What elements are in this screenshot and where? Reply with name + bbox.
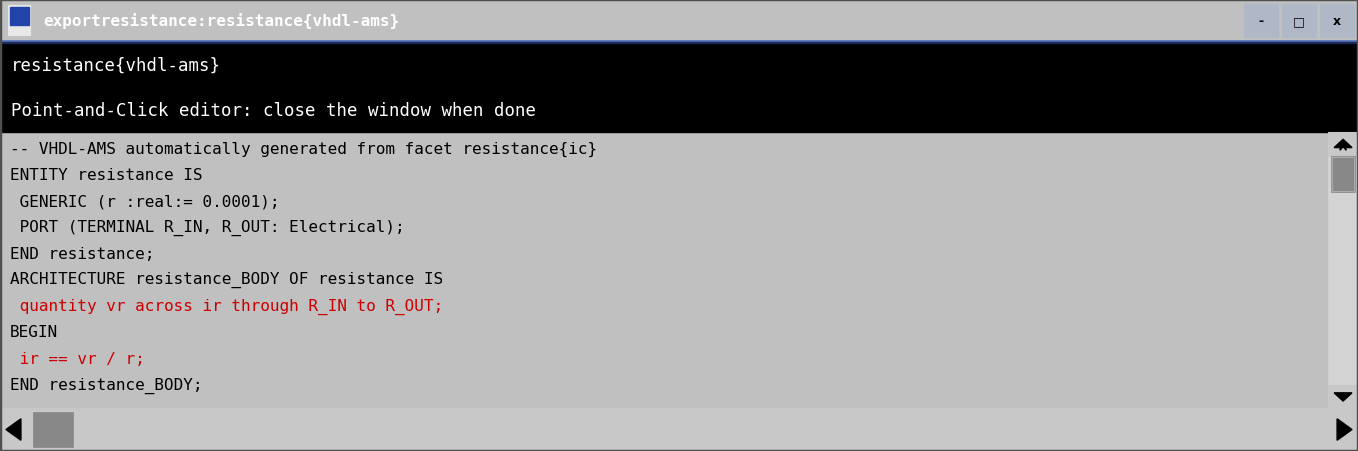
Bar [1244,5,1278,38]
Bar [0,41,1358,43]
Bar [0,41,1358,42]
Bar [0,41,1358,42]
Text: exportresistance:resistance{vhdl-ams}: exportresistance:resistance{vhdl-ams} [43,14,399,29]
Bar [0,42,1358,43]
Bar [0,41,1358,43]
Bar [0,43,1358,133]
Text: ir == vr / r;: ir == vr / r; [10,351,144,366]
Bar [0,41,1358,43]
Text: PORT (TERMINAL R_IN, R_OUT: Electrical);: PORT (TERMINAL R_IN, R_OUT: Electrical); [10,219,405,235]
Text: END resistance_BODY;: END resistance_BODY; [10,377,202,393]
Bar [0,41,1358,42]
Bar [0,41,1358,42]
Bar [0,41,1358,42]
Bar [0,41,1358,42]
Bar [0,41,1358,43]
Bar [1328,385,1358,408]
Bar [0,408,1358,451]
Text: GENERIC (r :real:= 0.0001);: GENERIC (r :real:= 0.0001); [10,193,278,209]
Bar [0,41,1358,43]
Bar [0,41,1358,42]
Bar [0,41,1358,42]
Bar [0,41,1358,42]
Text: resistance{vhdl-ams}: resistance{vhdl-ams} [11,56,221,74]
Bar [1332,157,1354,191]
Bar [1328,412,1358,447]
Polygon shape [5,419,20,440]
Bar [0,41,1358,42]
Bar [0,41,1358,42]
Polygon shape [1334,140,1353,148]
Bar [0,41,1358,42]
Bar [0,41,1358,42]
Bar [0,41,1358,42]
Text: ARCHITECTURE resistance_BODY OF resistance IS: ARCHITECTURE resistance_BODY OF resistan… [10,272,443,288]
Bar [1331,156,1355,192]
Bar [0,41,1358,42]
Bar [0,41,1358,42]
Bar [0,41,1358,43]
Bar [33,412,73,446]
Bar [0,43,1358,44]
Bar [1320,5,1354,38]
Bar [0,41,1358,42]
Bar [0,41,1358,42]
Bar [8,6,30,37]
Text: □: □ [1293,15,1305,28]
Bar [0,42,1358,43]
Bar [1328,133,1358,408]
Bar [0,41,1358,42]
Bar [10,8,29,26]
Bar [0,41,1358,42]
Text: END resistance;: END resistance; [10,246,153,261]
Bar [0,42,1358,43]
Bar [0,41,1358,42]
Text: BEGIN: BEGIN [10,325,57,340]
Bar [0,41,1358,42]
Bar [0,41,1358,42]
Bar [0,133,1328,408]
Bar [0,41,1358,42]
Bar [0,41,1358,42]
Bar [0,41,1358,42]
Bar [1328,133,1358,156]
Text: x: x [1334,15,1340,28]
Bar [0,41,1358,42]
Bar [0,412,30,447]
Bar [1282,5,1316,38]
Polygon shape [1334,393,1353,401]
Bar [0,41,1358,42]
Text: quantity vr across ir through R_IN to R_OUT;: quantity vr across ir through R_IN to R_… [10,298,443,314]
Text: -- VHDL-AMS automatically generated from facet resistance{ic}: -- VHDL-AMS automatically generated from… [10,141,596,156]
Text: ENTITY resistance IS: ENTITY resistance IS [10,167,202,183]
Text: -: - [1259,15,1263,28]
Bar [0,41,1358,42]
Text: Point-and-Click editor: close the window when done: Point-and-Click editor: close the window… [11,101,536,120]
Bar [0,41,1358,42]
Bar [0,41,1358,42]
Polygon shape [1338,419,1353,440]
